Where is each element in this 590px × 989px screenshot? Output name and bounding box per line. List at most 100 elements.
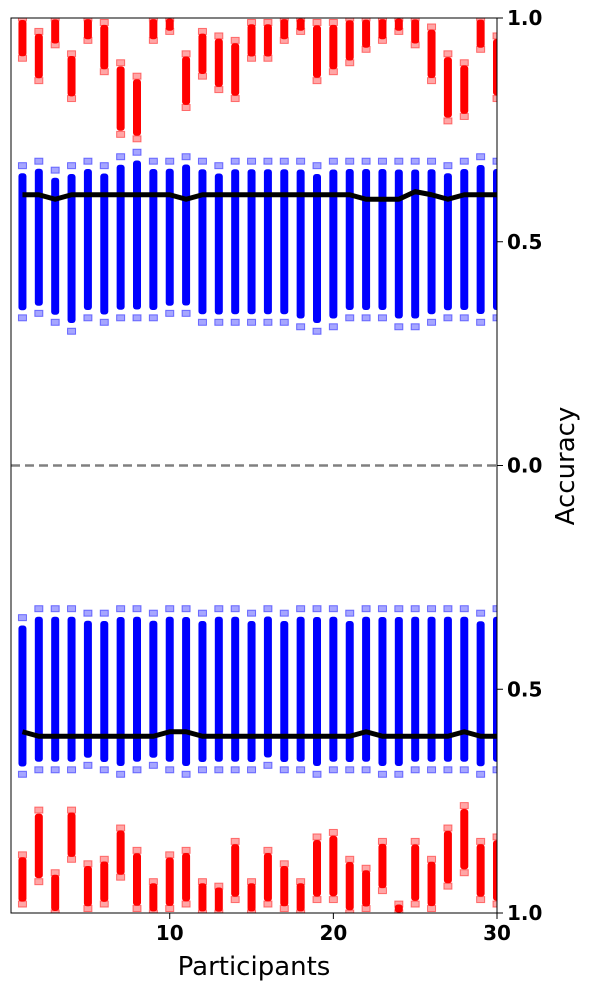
scatter-outlier-2-27-top bbox=[443, 605, 453, 613]
scatter-column-1-10 bbox=[165, 168, 174, 306]
scatter-column-2-13 bbox=[214, 616, 223, 762]
y-tick-label-0: 1.0 bbox=[507, 6, 542, 30]
scatter-outlier-1-26-top bbox=[427, 157, 437, 165]
scatter-outlier-3-11-bottom bbox=[181, 900, 191, 908]
scatter-column-0-14 bbox=[231, 43, 240, 96]
scatter-outlier-3-6-top bbox=[99, 855, 109, 863]
scatter-outlier-1-8-top bbox=[132, 148, 142, 156]
scatter-outlier-0-4-top bbox=[67, 50, 77, 58]
scatter-column-1-19 bbox=[313, 173, 321, 323]
scatter-column-1-25 bbox=[411, 169, 420, 319]
scatter-outlier-1-28-top bbox=[459, 157, 469, 165]
scatter-outlier-3-27-top bbox=[443, 824, 453, 832]
scatter-column-1-17 bbox=[280, 169, 289, 315]
scatter-column-3-26 bbox=[427, 861, 436, 907]
scatter-column-2-23 bbox=[378, 616, 387, 766]
scatter-column-0-26 bbox=[427, 29, 436, 78]
scatter-column-0-2 bbox=[34, 33, 43, 79]
scatter-outlier-3-16-bottom bbox=[263, 900, 273, 908]
scatter-outlier-3-20-top bbox=[328, 828, 338, 836]
scatter-outlier-3-30-bottom bbox=[492, 900, 497, 908]
mean-line-upper bbox=[22, 189, 497, 202]
x-tick-label-30: 30 bbox=[483, 921, 511, 945]
scatter-column-2-3 bbox=[51, 616, 60, 762]
scatter-outlier-1-21-bottom bbox=[345, 314, 355, 322]
scatter-outlier-2-15-bottom bbox=[247, 766, 257, 774]
scatter-outlier-2-9-bottom bbox=[148, 761, 158, 769]
scatter-column-0-19 bbox=[313, 25, 321, 78]
scatter-column-0-10 bbox=[165, 18, 174, 31]
scatter-column-0-22 bbox=[362, 19, 371, 48]
scatter-column-3-10 bbox=[165, 857, 174, 906]
scatter-column-1-6 bbox=[100, 173, 109, 315]
scatter-column-0-20 bbox=[329, 24, 338, 70]
scatter-outlier-0-19-top bbox=[312, 18, 322, 26]
scatter-outlier-0-8-bottom bbox=[132, 135, 142, 143]
scatter-column-3-22 bbox=[362, 870, 371, 907]
scatter-column-3-30 bbox=[493, 840, 497, 901]
scatter-column-0-24 bbox=[394, 18, 403, 31]
scatter-outlier-2-26-bottom bbox=[427, 766, 437, 774]
scatter-outlier-1-24-top bbox=[394, 157, 404, 165]
scatter-outlier-2-10-top bbox=[165, 605, 175, 613]
scatter-outlier-1-28-bottom bbox=[459, 314, 469, 322]
scatter-column-0-4 bbox=[67, 56, 76, 97]
scatter-outlier-2-15-top bbox=[247, 609, 257, 617]
x-axis-label: Participants bbox=[178, 952, 331, 982]
scatter-outlier-1-7-bottom bbox=[116, 314, 126, 322]
scatter-outlier-1-15-top bbox=[247, 157, 257, 165]
scatter-column-1-22 bbox=[362, 169, 371, 310]
scatter-outlier-3-11-top bbox=[181, 846, 191, 854]
scatter-column-3-28 bbox=[460, 808, 469, 870]
scatter-outlier-2-23-bottom bbox=[377, 770, 387, 778]
scatter-outlier-1-22-bottom bbox=[361, 314, 371, 322]
scatter-outlier-3-6-bottom bbox=[99, 900, 109, 908]
scatter-column-0-18 bbox=[296, 18, 305, 31]
scatter-outlier-1-10-bottom bbox=[165, 309, 175, 317]
scatter-outlier-1-16-bottom bbox=[263, 318, 273, 326]
scatter-outlier-2-14-bottom bbox=[230, 766, 240, 774]
scatter-column-2-9 bbox=[149, 620, 158, 758]
scatter-column-3-21 bbox=[345, 861, 354, 911]
scatter-column-2-11 bbox=[182, 616, 191, 766]
scatter-outlier-0-26-top bbox=[427, 23, 437, 31]
scatter-column-1-16 bbox=[263, 169, 272, 315]
scatter-outlier-2-10-bottom bbox=[165, 766, 175, 774]
scatter-outlier-1-6-bottom bbox=[99, 318, 109, 326]
scatter-outlier-2-4-bottom bbox=[67, 766, 77, 774]
scatter-outlier-0-28-top bbox=[459, 59, 469, 67]
scatter-column-3-27 bbox=[443, 830, 452, 884]
scatter-column-2-6 bbox=[100, 621, 109, 762]
scatter-outlier-1-29-top bbox=[476, 153, 486, 161]
scatter-outlier-2-30-bottom bbox=[492, 766, 497, 774]
scatter-column-2-4 bbox=[67, 616, 76, 762]
scatter-outlier-1-17-bottom bbox=[279, 318, 289, 326]
scatter-column-2-12 bbox=[198, 621, 207, 762]
scatter-column-3-8 bbox=[133, 853, 141, 906]
scatter-outlier-3-7-top bbox=[116, 824, 126, 832]
scatter-column-2-21 bbox=[345, 621, 354, 762]
scatter-outlier-3-29-bottom bbox=[476, 896, 486, 904]
scatter-column-3-25 bbox=[411, 844, 420, 901]
scatter-column-3-9 bbox=[149, 883, 158, 912]
scatter-outlier-3-4-top bbox=[67, 806, 77, 814]
scatter-outlier-3-20-bottom bbox=[328, 896, 338, 904]
scatter-column-1-21 bbox=[345, 169, 354, 310]
scatter-outlier-2-12-bottom bbox=[197, 766, 207, 774]
scatter-outlier-2-11-bottom bbox=[181, 770, 191, 778]
scatter-outlier-2-6-top bbox=[99, 609, 109, 617]
scatter-outlier-3-4-bottom bbox=[67, 855, 77, 863]
scatter-outlier-2-21-top bbox=[345, 609, 355, 617]
scatter-column-0-28 bbox=[460, 65, 469, 114]
scatter-outlier-3-10-top bbox=[165, 851, 175, 859]
scatter-outlier-1-23-top bbox=[377, 157, 387, 165]
scatter-column-3-11 bbox=[182, 853, 191, 902]
scatter-outlier-1-14-bottom bbox=[230, 318, 240, 326]
scatter-outlier-2-27-bottom bbox=[443, 766, 453, 774]
scatter-outlier-3-23-top bbox=[377, 837, 387, 845]
scatter-column-3-12 bbox=[198, 883, 207, 912]
scatter-outlier-3-5-bottom bbox=[83, 905, 93, 913]
scatter-outlier-2-8-top bbox=[132, 605, 142, 613]
scatter-outlier-2-28-bottom bbox=[459, 766, 469, 774]
scatter-column-0-13 bbox=[214, 38, 223, 87]
